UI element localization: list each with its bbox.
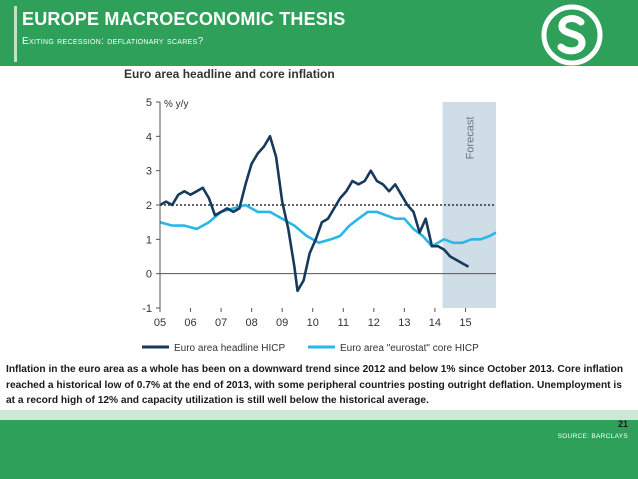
x-tick-label: 05 — [154, 317, 166, 329]
x-tick-label: 06 — [184, 317, 196, 329]
y-tick-label: 5 — [146, 97, 152, 109]
chart-legend: Euro area headline HICP Euro area "euros… — [142, 343, 479, 354]
x-tick-label: 10 — [307, 317, 319, 329]
x-tick-label: 15 — [459, 317, 471, 329]
x-tick-label: 08 — [246, 317, 258, 329]
x-tick-label: 14 — [429, 317, 441, 329]
y-tick-label: 1 — [146, 234, 152, 246]
caption-text: Inflation in the euro area as a whole ha… — [6, 364, 624, 406]
x-tick-label: 09 — [276, 317, 288, 329]
y-tick-label: -1 — [142, 303, 152, 315]
header-bar: EUROPE MACROECONOMIC THESIS Exiting rece… — [0, 0, 638, 66]
page-number: 21 — [617, 419, 628, 429]
x-tick-label: 12 — [368, 317, 380, 329]
header-accent-line — [14, 6, 17, 62]
inflation-chart: Euro area headline and core inflation % … — [124, 67, 497, 354]
y-tick-label: 4 — [146, 131, 152, 143]
legend-label-headline: Euro area headline HICP — [174, 343, 286, 354]
y-tick-label: 0 — [146, 269, 152, 281]
chart-title: Euro area headline and core inflation — [124, 67, 335, 81]
source-note: SOURCE: BARCLAYS — [557, 433, 628, 440]
x-tick-label: 11 — [338, 317, 349, 329]
y-axis-label: % y/y — [164, 99, 188, 110]
page-title: EUROPE MACROECONOMIC THESIS — [22, 9, 346, 29]
x-tick-label: 07 — [215, 317, 227, 329]
legend-label-core: Euro area "eurostat" core HICP — [340, 343, 479, 354]
y-tick-label: 3 — [146, 166, 152, 178]
footer-accent-band — [0, 410, 638, 420]
series-line-core-hicp — [159, 203, 497, 248]
x-tick-label: 13 — [398, 317, 410, 329]
y-tick-label: 2 — [146, 200, 152, 212]
forecast-label: Forecast — [464, 117, 476, 160]
series-line-headline-hicp — [159, 135, 470, 293]
footer-bar — [0, 420, 638, 479]
page-subtitle: Exiting recession: deflationary scares? — [22, 36, 204, 47]
brand-logo-icon — [541, 4, 603, 66]
